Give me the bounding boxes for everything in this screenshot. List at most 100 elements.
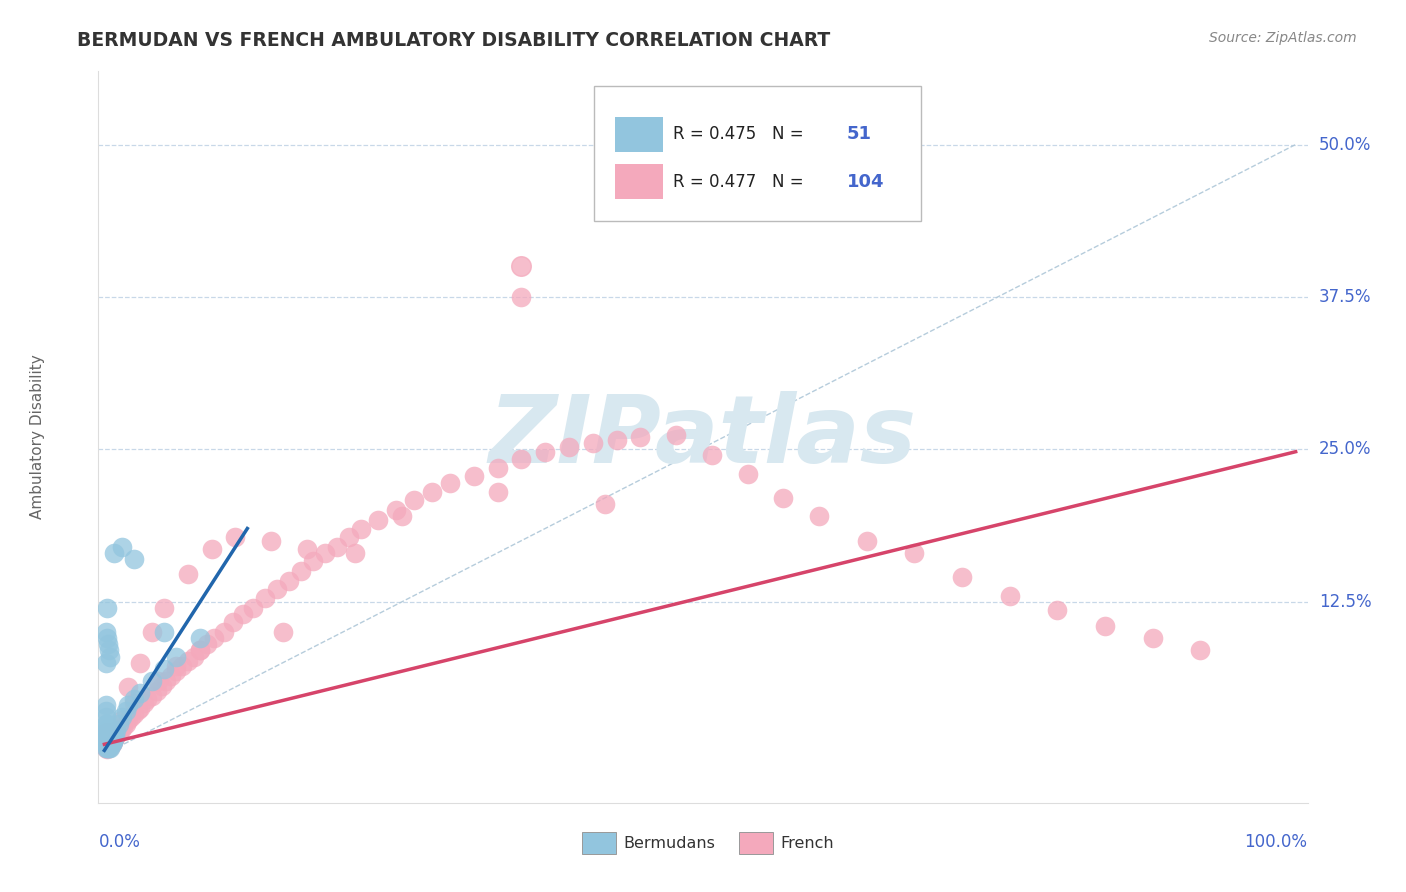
Point bbox=[100, 737, 122, 751]
Point bbox=[325, 540, 347, 554]
Point bbox=[132, 696, 155, 710]
Point bbox=[111, 713, 134, 727]
Point bbox=[582, 436, 605, 450]
Point bbox=[97, 735, 120, 749]
Point bbox=[98, 729, 121, 743]
Point bbox=[101, 735, 124, 749]
Point bbox=[96, 737, 118, 751]
Point bbox=[94, 732, 117, 747]
Point bbox=[420, 485, 443, 500]
Point bbox=[772, 491, 794, 505]
Point bbox=[510, 260, 533, 274]
Point bbox=[117, 698, 139, 713]
Point bbox=[96, 742, 118, 756]
Point bbox=[761, 144, 783, 158]
Point bbox=[153, 625, 176, 640]
Point bbox=[103, 732, 125, 747]
Point bbox=[314, 546, 336, 560]
Point bbox=[104, 730, 127, 744]
Point bbox=[295, 542, 318, 557]
Point bbox=[105, 729, 128, 743]
Point bbox=[98, 739, 121, 753]
Point bbox=[665, 427, 688, 442]
Point bbox=[96, 600, 118, 615]
Text: R = 0.477   N =: R = 0.477 N = bbox=[672, 173, 803, 191]
Point bbox=[302, 554, 325, 568]
Point bbox=[94, 740, 117, 755]
Point bbox=[170, 659, 193, 673]
Point bbox=[96, 716, 118, 731]
Point bbox=[111, 710, 134, 724]
Point bbox=[150, 679, 173, 693]
Point bbox=[94, 737, 117, 751]
Point bbox=[463, 469, 485, 483]
Point bbox=[260, 533, 283, 548]
Point bbox=[630, 430, 652, 444]
Point bbox=[96, 740, 118, 755]
Text: 25.0%: 25.0% bbox=[1319, 441, 1371, 458]
Point bbox=[94, 698, 117, 713]
Point bbox=[242, 600, 264, 615]
Point bbox=[98, 740, 121, 755]
Point bbox=[129, 700, 152, 714]
Text: 0.0%: 0.0% bbox=[98, 833, 141, 851]
Point bbox=[96, 723, 118, 737]
Point bbox=[94, 740, 117, 755]
Text: ZIPatlas: ZIPatlas bbox=[489, 391, 917, 483]
Text: Ambulatory Disability: Ambulatory Disability bbox=[31, 355, 45, 519]
Point bbox=[343, 546, 366, 560]
Point bbox=[534, 444, 557, 458]
Text: BERMUDAN VS FRENCH AMBULATORY DISABILITY CORRELATION CHART: BERMUDAN VS FRENCH AMBULATORY DISABILITY… bbox=[77, 31, 831, 50]
Bar bbox=[740, 832, 773, 854]
Point bbox=[367, 513, 389, 527]
Point bbox=[97, 740, 120, 755]
Point bbox=[856, 533, 879, 548]
Point bbox=[100, 737, 122, 751]
Text: Bermudans: Bermudans bbox=[623, 837, 716, 851]
Point bbox=[129, 686, 152, 700]
Point bbox=[136, 692, 159, 706]
Point bbox=[1142, 632, 1164, 646]
Point bbox=[98, 735, 121, 749]
Point bbox=[107, 725, 129, 739]
Point bbox=[558, 440, 581, 454]
Point bbox=[101, 729, 124, 743]
Point bbox=[98, 735, 121, 749]
Point bbox=[141, 673, 163, 688]
Text: French: French bbox=[780, 837, 834, 851]
Point bbox=[105, 723, 128, 737]
Point bbox=[94, 625, 117, 640]
Point bbox=[141, 689, 163, 703]
Point bbox=[97, 637, 120, 651]
Point bbox=[202, 632, 225, 646]
Point bbox=[271, 625, 294, 640]
Point bbox=[1046, 603, 1069, 617]
Point bbox=[127, 703, 149, 717]
Point bbox=[98, 740, 121, 755]
Text: Source: ZipAtlas.com: Source: ZipAtlas.com bbox=[1209, 31, 1357, 45]
Point bbox=[439, 476, 461, 491]
Point bbox=[104, 729, 127, 743]
Point bbox=[606, 433, 628, 447]
Point bbox=[122, 706, 145, 721]
Point bbox=[117, 680, 139, 694]
Point bbox=[153, 600, 176, 615]
Point bbox=[96, 632, 118, 646]
Point bbox=[188, 643, 211, 657]
Point bbox=[97, 729, 120, 743]
Point bbox=[94, 737, 117, 751]
Point bbox=[486, 485, 509, 500]
Point bbox=[200, 542, 222, 557]
Point bbox=[120, 710, 142, 724]
Bar bbox=[614, 117, 664, 152]
Point bbox=[155, 673, 177, 688]
Point bbox=[1094, 619, 1116, 633]
Point bbox=[94, 705, 117, 719]
Point bbox=[146, 673, 169, 688]
Point bbox=[266, 582, 288, 597]
Point bbox=[114, 716, 136, 731]
Point bbox=[129, 656, 152, 670]
Point bbox=[103, 732, 125, 747]
Point bbox=[188, 632, 211, 646]
Point bbox=[165, 659, 187, 673]
